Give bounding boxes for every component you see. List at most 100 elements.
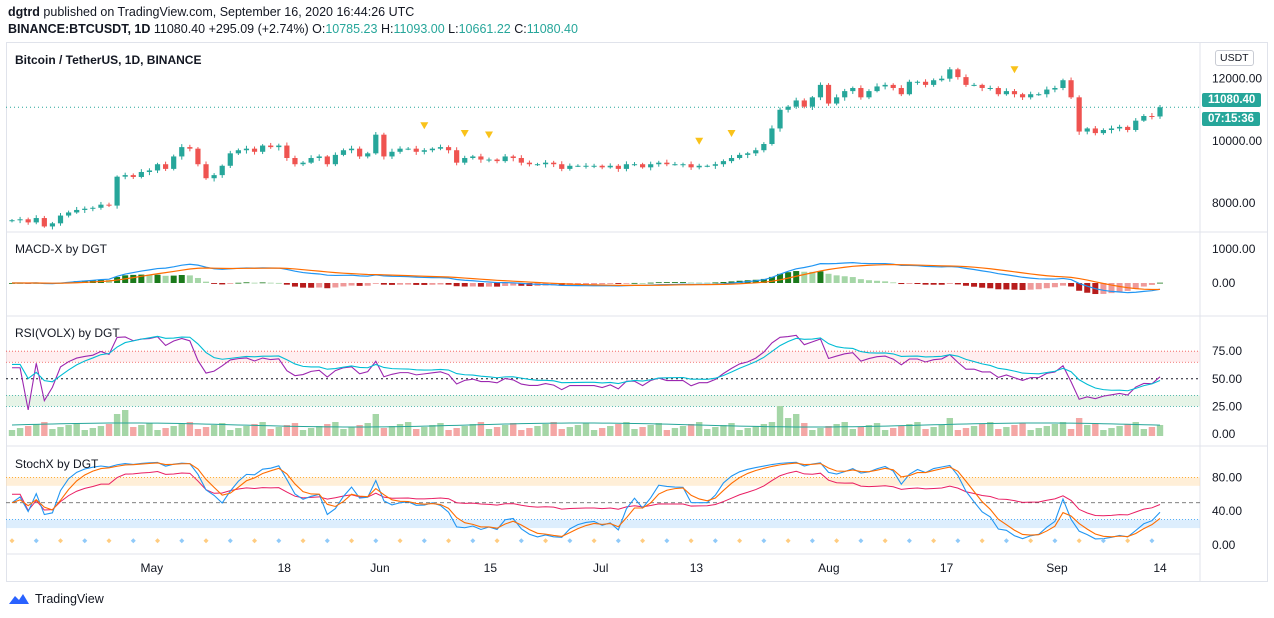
volume-bar	[267, 429, 274, 436]
macd-histogram-bar	[405, 283, 412, 285]
signal-marker-icon	[484, 131, 493, 139]
volume-bar	[202, 427, 210, 436]
volume-bar	[1140, 429, 1148, 436]
candle-body	[470, 156, 476, 158]
volume-bar	[138, 425, 145, 436]
macd-histogram-bar	[680, 282, 687, 283]
volume-bar	[227, 430, 234, 436]
stoch-diamond-icon	[33, 538, 39, 544]
candle-body	[518, 158, 524, 163]
volume-bar	[57, 427, 64, 436]
stoch-diamond-icon	[349, 538, 355, 544]
candle-body	[413, 148, 419, 152]
candle-body	[567, 165, 573, 169]
time-axis-tick: 18	[278, 561, 292, 575]
macd-histogram-bar	[437, 283, 444, 285]
candle-body	[292, 158, 298, 165]
candle-body	[90, 207, 96, 209]
volume-bar	[283, 425, 291, 436]
candle-body	[397, 148, 403, 152]
last-price-tag: 11080.40	[1202, 93, 1262, 107]
stoch-diamond-icon	[130, 538, 136, 544]
volume-bar	[849, 429, 856, 436]
macd-histogram-bar	[243, 282, 250, 284]
macd-histogram-bar	[9, 283, 15, 284]
currency-badge[interactable]: USDT	[1215, 50, 1254, 66]
stoch-diamond-icon	[543, 538, 549, 544]
publish-line: dgtrd published on TradingView.com, Sept…	[8, 5, 414, 19]
volume-bar	[768, 422, 776, 436]
volume-bar	[235, 428, 242, 436]
volume-bar	[445, 430, 452, 436]
candle-body	[1149, 116, 1155, 117]
candle-body	[1141, 116, 1147, 121]
macd-histogram-bar	[906, 283, 913, 284]
macd-histogram-bar	[688, 282, 695, 284]
macd-histogram-bar	[1108, 283, 1115, 294]
candle-body	[510, 156, 516, 158]
chart-frame[interactable]	[6, 42, 1268, 582]
candle-body	[203, 164, 209, 179]
volume-bar	[647, 425, 654, 436]
volume-bar	[194, 429, 202, 436]
macd-histogram-bar	[300, 283, 307, 288]
macd-histogram-bar	[397, 283, 404, 285]
stoch-axis-tick: 0.00	[1212, 538, 1236, 552]
stoch-diamond-icon	[809, 538, 815, 544]
volume-bar	[978, 424, 986, 436]
macd-histogram-bar	[954, 283, 961, 285]
volume-bar	[210, 425, 218, 436]
candle-body	[745, 153, 751, 155]
candle-body	[243, 148, 250, 151]
macd-histogram-bar	[510, 283, 517, 286]
candle-body	[720, 161, 727, 165]
volume-bar	[73, 423, 80, 436]
candle-body	[187, 147, 193, 149]
stoch-overbought-band	[6, 477, 1200, 486]
volume-bar	[364, 423, 371, 436]
stoch-diamond-icon	[761, 538, 767, 544]
footer-brand[interactable]: TradingView	[8, 592, 104, 606]
time-axis-tick: Jun	[370, 561, 389, 575]
macd-histogram-bar	[777, 273, 784, 283]
volume-bar	[679, 426, 687, 436]
volume-bar	[704, 429, 711, 436]
volume-bar	[33, 424, 40, 436]
macd-histogram-bar	[275, 282, 282, 284]
volume-bar	[558, 429, 565, 436]
candle-body	[74, 209, 80, 213]
volume-bar	[825, 426, 832, 436]
rsi-axis-tick: 75.00	[1212, 344, 1242, 358]
macd-histogram-bar	[421, 283, 428, 285]
stoch-diamond-icon	[858, 538, 864, 544]
candle-body	[583, 165, 589, 167]
volume-bar	[105, 424, 113, 436]
candle-body	[987, 88, 993, 89]
volume-bar	[1108, 428, 1115, 436]
macd-histogram-bar	[1084, 283, 1091, 293]
macd-histogram-bar	[251, 282, 258, 284]
candle-body	[623, 164, 630, 169]
stoch-diamond-icon	[1076, 538, 1082, 544]
volume-bar	[356, 425, 363, 436]
volume-bar	[49, 429, 56, 436]
publisher-name[interactable]: dgtrd	[8, 5, 40, 19]
candle-body	[1133, 120, 1139, 130]
macd-histogram-bar	[170, 275, 177, 283]
candle-body	[1019, 94, 1026, 98]
volume-bar	[501, 425, 509, 436]
stoch-diamond-icon	[567, 538, 573, 544]
macd-histogram-bar	[1043, 283, 1050, 289]
candle-body	[785, 106, 791, 110]
volume-bar	[752, 426, 759, 436]
macd-histogram-bar	[825, 273, 832, 283]
signal-marker-icon	[1010, 66, 1019, 74]
volume-bar	[1019, 423, 1026, 436]
signal-marker-icon	[695, 137, 704, 145]
candle-body	[1125, 126, 1131, 130]
volume-bar	[299, 430, 307, 436]
candle-body	[82, 208, 88, 210]
macd-histogram-bar	[995, 283, 1002, 290]
macd-histogram-bar	[550, 283, 557, 286]
